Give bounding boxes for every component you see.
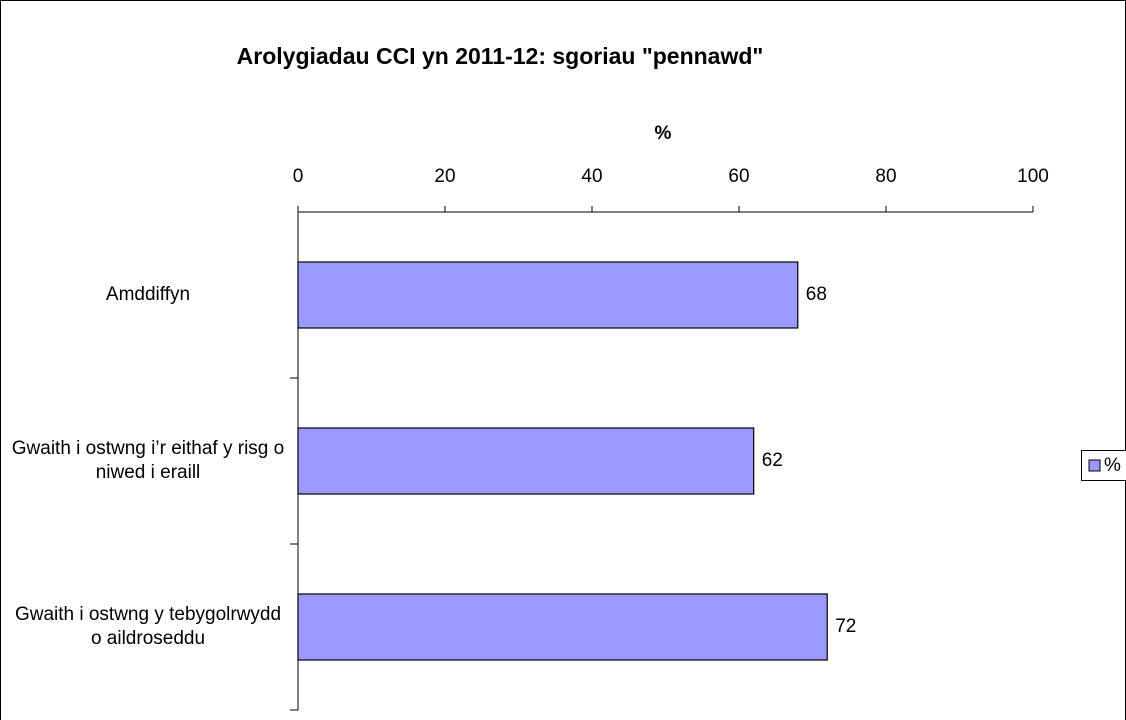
x-tick-label: 0 <box>293 166 304 187</box>
bar <box>297 593 828 661</box>
bar <box>297 427 755 495</box>
y-tick-label: Gwaith i ostwng y tebygolrwydd o aildros… <box>14 604 282 649</box>
x-tick-label: 80 <box>875 166 896 187</box>
data-label: 68 <box>806 284 827 305</box>
x-tick-label: 40 <box>581 166 602 187</box>
x-tick-label: 60 <box>728 166 749 187</box>
x-tick-label: 20 <box>434 166 455 187</box>
y-tick-label: Gwaith i ostwng i’r eithaf y risg o niwe… <box>11 438 285 483</box>
data-label: 72 <box>835 616 856 637</box>
legend-label: % <box>1104 455 1121 476</box>
legend-swatch <box>1088 459 1101 472</box>
x-axis-label: % <box>655 123 672 144</box>
x-tick-label: 100 <box>1017 166 1049 187</box>
bar <box>297 261 799 329</box>
y-tick-label: Amddiffyn <box>105 284 191 305</box>
data-label: 62 <box>762 450 783 471</box>
chart-title: Arolygiadau CCI yn 2011-12: sgoriau "pen… <box>237 43 764 69</box>
